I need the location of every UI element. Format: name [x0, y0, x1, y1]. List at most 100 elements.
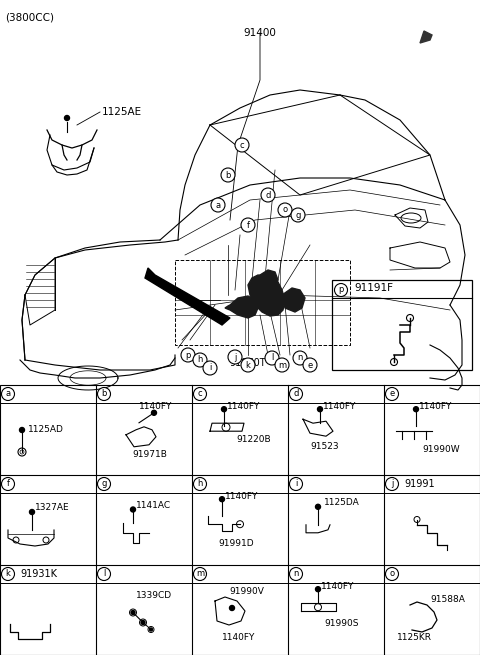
- Polygon shape: [282, 288, 305, 312]
- Text: n: n: [293, 569, 299, 578]
- Text: p: p: [338, 286, 344, 295]
- Circle shape: [275, 358, 289, 372]
- Text: m: m: [278, 360, 286, 369]
- Circle shape: [193, 477, 206, 491]
- Circle shape: [289, 567, 302, 580]
- Text: h: h: [197, 479, 203, 489]
- Circle shape: [131, 507, 135, 512]
- Circle shape: [241, 218, 255, 232]
- Text: 1140FY: 1140FY: [222, 633, 255, 641]
- Text: 91931K: 91931K: [20, 569, 57, 579]
- Text: 1140FY: 1140FY: [419, 402, 452, 411]
- Text: 1125AE: 1125AE: [102, 107, 142, 117]
- Text: e: e: [307, 360, 312, 369]
- Polygon shape: [420, 31, 432, 43]
- Text: m: m: [196, 569, 204, 578]
- Circle shape: [97, 388, 110, 400]
- Circle shape: [385, 388, 398, 400]
- Text: b: b: [225, 170, 231, 179]
- Text: k: k: [246, 360, 251, 369]
- Circle shape: [261, 188, 275, 202]
- Text: 91220B: 91220B: [236, 435, 271, 443]
- Circle shape: [181, 348, 195, 362]
- Text: 91991D: 91991D: [218, 538, 253, 548]
- Circle shape: [193, 388, 206, 400]
- Bar: [332, 280, 472, 370]
- Circle shape: [229, 605, 235, 610]
- Text: 91971B: 91971B: [132, 450, 167, 459]
- Text: 1140FY: 1140FY: [227, 402, 260, 411]
- Circle shape: [141, 620, 145, 624]
- Polygon shape: [225, 296, 258, 318]
- Text: g: g: [101, 479, 107, 489]
- Text: g: g: [295, 210, 300, 219]
- Text: 91870T: 91870T: [230, 358, 266, 368]
- Text: n: n: [297, 354, 303, 362]
- Text: l: l: [271, 354, 273, 362]
- Text: j: j: [391, 479, 393, 489]
- Text: 91523: 91523: [310, 441, 338, 451]
- Text: 1327AE: 1327AE: [35, 504, 70, 512]
- Text: i: i: [209, 364, 211, 373]
- Circle shape: [315, 504, 321, 510]
- Circle shape: [335, 284, 348, 297]
- Text: p: p: [185, 350, 191, 360]
- Circle shape: [278, 203, 292, 217]
- Circle shape: [317, 407, 323, 412]
- Polygon shape: [260, 270, 278, 287]
- Text: 91588A: 91588A: [430, 595, 465, 605]
- Text: 91991: 91991: [404, 479, 434, 489]
- Circle shape: [385, 567, 398, 580]
- Circle shape: [193, 353, 207, 367]
- Text: 1125DA: 1125DA: [324, 498, 360, 508]
- Text: h: h: [197, 356, 203, 364]
- Text: a: a: [5, 390, 11, 398]
- Circle shape: [291, 208, 305, 222]
- Text: 1141AC: 1141AC: [136, 501, 171, 510]
- Text: 1125KR: 1125KR: [397, 633, 432, 643]
- Polygon shape: [248, 275, 285, 316]
- Circle shape: [193, 567, 206, 580]
- Text: 1140FY: 1140FY: [139, 402, 172, 411]
- Text: o: o: [282, 206, 288, 214]
- Text: i: i: [295, 479, 297, 489]
- Text: o: o: [389, 569, 395, 578]
- Text: a: a: [216, 200, 221, 210]
- Text: 91191F: 91191F: [354, 283, 393, 293]
- Circle shape: [413, 407, 419, 412]
- Circle shape: [97, 567, 110, 580]
- Text: 91990S: 91990S: [324, 619, 359, 627]
- Text: 1125AD: 1125AD: [28, 426, 64, 434]
- Text: f: f: [7, 479, 10, 489]
- Circle shape: [289, 388, 302, 400]
- Circle shape: [1, 567, 14, 580]
- Circle shape: [131, 610, 135, 614]
- Circle shape: [1, 477, 14, 491]
- Circle shape: [228, 350, 242, 364]
- Text: d: d: [265, 191, 271, 200]
- Circle shape: [289, 477, 302, 491]
- Circle shape: [1, 388, 14, 400]
- Circle shape: [29, 510, 35, 514]
- Circle shape: [152, 410, 156, 415]
- Circle shape: [241, 358, 255, 372]
- Text: 91990V: 91990V: [229, 586, 264, 595]
- Circle shape: [221, 407, 227, 412]
- Text: j: j: [234, 352, 236, 362]
- Circle shape: [315, 587, 321, 591]
- Circle shape: [149, 628, 153, 631]
- Circle shape: [64, 115, 70, 121]
- Text: c: c: [198, 390, 202, 398]
- Text: d: d: [293, 390, 299, 398]
- Circle shape: [293, 351, 307, 365]
- Text: 1140FY: 1140FY: [225, 492, 258, 500]
- Text: l: l: [103, 569, 105, 578]
- Circle shape: [221, 168, 235, 182]
- Circle shape: [211, 198, 225, 212]
- Text: 91990W: 91990W: [422, 445, 460, 454]
- Circle shape: [20, 428, 24, 432]
- Text: k: k: [6, 569, 11, 578]
- Text: 1339CD: 1339CD: [136, 591, 172, 600]
- Circle shape: [385, 477, 398, 491]
- Circle shape: [265, 351, 279, 365]
